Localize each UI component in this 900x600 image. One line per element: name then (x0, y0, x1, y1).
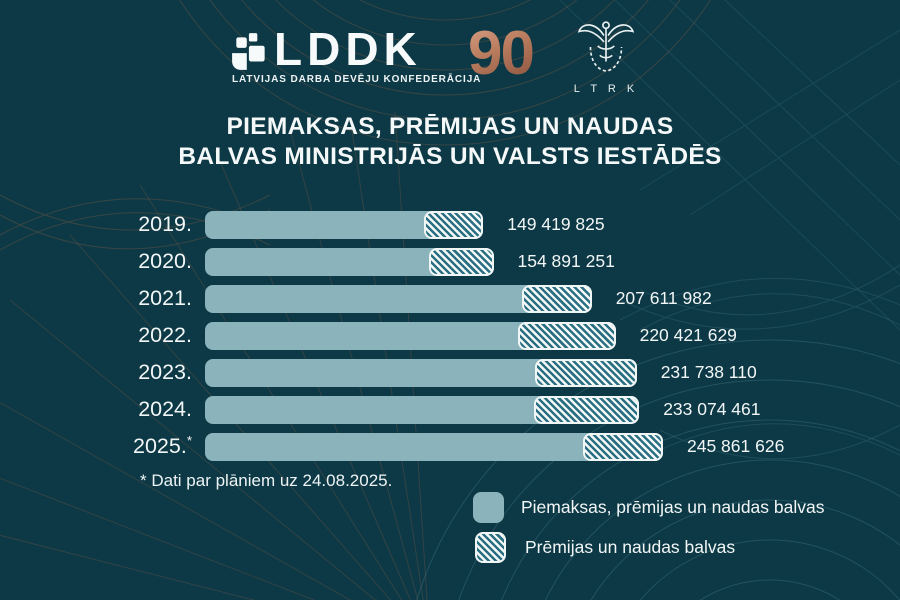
year-label: 2020. (138, 249, 192, 273)
bar-premijas-segment (582, 432, 663, 461)
legend-label: Prēmijas un naudas balvas (525, 537, 736, 557)
lddk-logo: LDDK (274, 23, 422, 75)
chart-title: PIEMAKSAS, PRĒMIJAS UN NAUDAS BALVAS MIN… (0, 112, 900, 172)
bar-total (205, 247, 494, 276)
lddk-tagline: LATVIJAS DARBA DEVĒJU KONFEDERĀCIJA (232, 74, 482, 85)
legend: Piemaksas, prēmijas un naudas balvas Prē… (473, 492, 825, 572)
legend-swatch-solid (473, 492, 504, 523)
bar-row: 2022. 220 421 629 (0, 317, 900, 354)
bar-row: 2019. 149 419 825 (0, 206, 900, 243)
year-label: 2023. (138, 360, 192, 384)
legend-item-piemaksas: Piemaksas, prēmijas un naudas balvas (473, 492, 825, 523)
value-label: 231 738 110 (660, 362, 757, 382)
bar-row: 2021. 207 611 982 (0, 280, 900, 317)
value-label: 149 419 825 (507, 214, 605, 234)
year-label: 2021. (138, 286, 192, 310)
bar-row: 2024. 233 074 461 (0, 391, 900, 428)
year-label: 2024. (138, 397, 192, 421)
legend-swatch-hatched (475, 532, 506, 563)
bar-premijas-segment (521, 284, 592, 313)
legend-item-premijas: Prēmijas un naudas balvas (473, 532, 825, 563)
bar-premijas-segment (533, 395, 640, 424)
lddk-logo-mark-icon (232, 33, 265, 70)
bar-row: 2025.* 245 861 626 (0, 428, 900, 465)
bar-row: 2020. 154 891 251 (0, 243, 900, 280)
bar-total (205, 432, 663, 461)
year-label: 2025.* (133, 433, 192, 459)
bar-total (205, 284, 592, 313)
bar-rows: 2019. 149 419 825 2020. 154 891 251 2021. 207… (0, 206, 900, 465)
bar-row: 2023. 231 738 110 (0, 354, 900, 391)
anniversary-90-badge: 90 (468, 19, 535, 88)
footnote: * Dati par plāniem uz 24.08.2025. (140, 471, 393, 490)
bar-total (205, 395, 640, 424)
value-label: 220 421 629 (639, 325, 737, 345)
value-label: 154 891 251 (517, 251, 615, 271)
year-label: 2022. (138, 323, 192, 347)
chart-title-line1: PIEMAKSAS, PRĒMIJAS UN NAUDAS (226, 113, 674, 140)
bar-total (205, 210, 484, 239)
ltrk-logo: L T R K (570, 18, 642, 95)
bar-total (205, 358, 637, 387)
value-label: 207 611 982 (615, 288, 712, 308)
bar-total (205, 321, 616, 350)
bar-premijas-segment (423, 210, 484, 239)
bar-premijas-segment (517, 321, 616, 350)
bar-premijas-segment (429, 247, 494, 276)
value-label: 233 074 461 (663, 399, 761, 419)
value-label: 245 861 626 (687, 436, 785, 456)
bar-premijas-segment (535, 358, 637, 387)
ltrk-label: L T R K (573, 83, 639, 95)
header: LDDK LATVIJAS DARBA DEVĒJU KONFEDERĀCIJA… (0, 0, 900, 105)
ltrk-emblem-icon (577, 21, 635, 72)
legend-label: Piemaksas, prēmijas un naudas balvas (521, 497, 825, 517)
year-label: 2019. (138, 212, 192, 236)
chart-title-line2: BALVAS MINISTRIJĀS UN VALSTS IESTĀDĒS (178, 143, 722, 170)
